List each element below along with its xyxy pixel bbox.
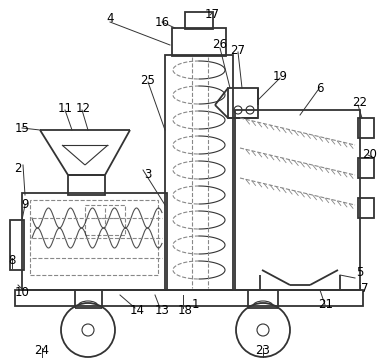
Text: 4: 4 bbox=[106, 11, 114, 24]
Text: 23: 23 bbox=[256, 344, 270, 356]
Bar bbox=[185, 12, 213, 29]
Text: 16: 16 bbox=[155, 15, 170, 28]
Text: 14: 14 bbox=[130, 303, 144, 317]
Text: 25: 25 bbox=[141, 74, 155, 87]
Text: 21: 21 bbox=[319, 298, 334, 312]
Text: 26: 26 bbox=[213, 38, 227, 51]
Text: 1: 1 bbox=[191, 298, 199, 312]
Bar bbox=[30, 200, 158, 275]
Text: 24: 24 bbox=[35, 344, 49, 356]
Text: 20: 20 bbox=[363, 149, 377, 162]
Bar bbox=[68, 175, 105, 195]
Bar bbox=[235, 110, 360, 290]
Text: 15: 15 bbox=[15, 121, 29, 135]
Bar bbox=[165, 55, 233, 290]
Bar bbox=[358, 118, 374, 138]
Text: 5: 5 bbox=[356, 266, 364, 280]
Bar bbox=[228, 88, 258, 118]
Text: 27: 27 bbox=[230, 43, 245, 56]
Text: 13: 13 bbox=[155, 303, 169, 317]
Bar bbox=[172, 28, 226, 56]
Text: 12: 12 bbox=[75, 102, 90, 115]
Bar bbox=[85, 205, 125, 235]
Text: 9: 9 bbox=[21, 199, 29, 211]
Text: 22: 22 bbox=[352, 97, 368, 109]
Text: 11: 11 bbox=[58, 102, 72, 115]
Text: 8: 8 bbox=[8, 253, 16, 266]
Bar bbox=[22, 193, 167, 290]
Text: 19: 19 bbox=[273, 70, 288, 83]
Text: 3: 3 bbox=[144, 168, 152, 182]
Text: 17: 17 bbox=[204, 9, 219, 22]
Text: 6: 6 bbox=[316, 81, 324, 94]
Text: 18: 18 bbox=[178, 303, 192, 317]
Bar bbox=[358, 158, 374, 178]
Text: 2: 2 bbox=[14, 162, 22, 174]
Text: 10: 10 bbox=[15, 285, 29, 298]
Text: 7: 7 bbox=[361, 281, 369, 294]
Bar bbox=[10, 220, 24, 270]
Bar bbox=[358, 198, 374, 218]
Bar bbox=[15, 290, 363, 306]
